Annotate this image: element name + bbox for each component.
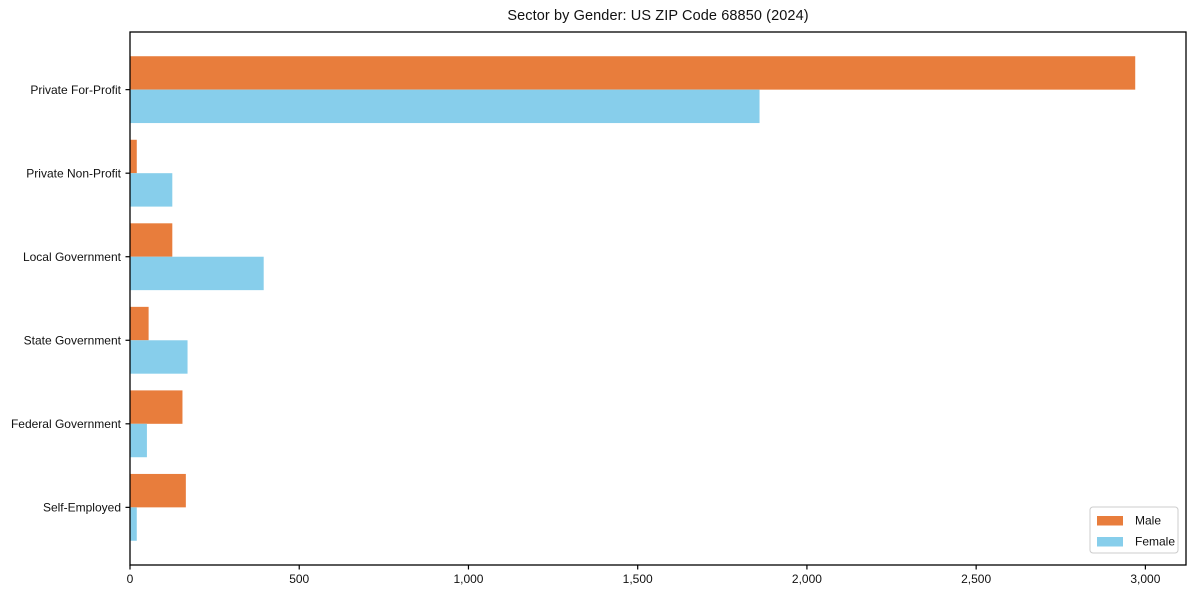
- category-label-private-for-profit: Private For-Profit: [30, 83, 121, 97]
- bar-male-local-government: [130, 223, 173, 257]
- x-tick-label-2000: 2,000: [792, 572, 822, 586]
- plot-border: [129, 31, 1187, 566]
- x-tick-label-500: 500: [289, 572, 309, 586]
- chart-title: Sector by Gender: US ZIP Code 68850 (202…: [507, 8, 809, 24]
- legend-label-male: Male: [1135, 514, 1161, 528]
- x-tick-label-0: 0: [127, 572, 134, 586]
- bar-male-federal-government: [130, 390, 183, 424]
- category-label-federal-government: Federal Government: [11, 417, 122, 431]
- category-label-self-employed: Self-Employed: [43, 501, 121, 515]
- bar-female-federal-government: [130, 423, 147, 458]
- legend-swatch-female: [1097, 537, 1123, 547]
- x-tick-label-3000: 3,000: [1130, 572, 1160, 586]
- x-tick-label-2500: 2,500: [961, 572, 991, 586]
- bar-female-state-government: [130, 340, 188, 374]
- bar-female-local-government: [130, 256, 264, 291]
- x-tick-label-1500: 1,500: [623, 572, 653, 586]
- bar-female-self-employed: [130, 507, 137, 541]
- legend: Male Female: [1089, 506, 1179, 554]
- category-label-local-government: Local Government: [23, 250, 122, 264]
- category-label-state-government: State Government: [24, 333, 122, 347]
- category-label-private-non-profit: Private Non-Profit: [26, 166, 121, 180]
- bar-male-state-government: [130, 306, 149, 341]
- x-tick-label-1000: 1,000: [453, 572, 483, 586]
- bar-male-private-for-profit: [130, 56, 1136, 90]
- legend-label-female: Female: [1135, 535, 1175, 549]
- bar-female-private-non-profit: [130, 173, 173, 207]
- legend-swatch-male: [1097, 516, 1123, 526]
- bar-female-private-for-profit: [130, 89, 760, 124]
- bar-male-private-non-profit: [130, 139, 137, 174]
- bar-male-self-employed: [130, 473, 186, 508]
